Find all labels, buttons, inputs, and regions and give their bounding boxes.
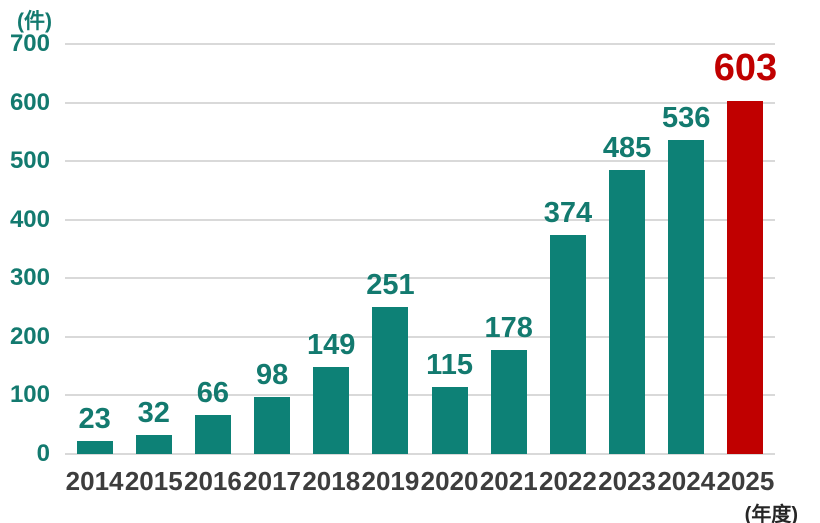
bar-2018 bbox=[313, 366, 350, 454]
bar-2023 bbox=[609, 169, 646, 454]
bar-value-label: 23 bbox=[78, 402, 111, 435]
x-axis-tick-label: 2022 bbox=[538, 466, 597, 496]
y-axis-tick-label: 500 bbox=[9, 147, 50, 175]
y-axis-tick-label: 700 bbox=[9, 30, 50, 57]
bar-2022 bbox=[549, 234, 586, 454]
x-axis-tick-label: 2017 bbox=[243, 466, 301, 496]
gridline bbox=[65, 101, 775, 104]
y-axis-tick-label: 200 bbox=[9, 322, 50, 350]
bar-value-label: 536 bbox=[662, 102, 711, 135]
bar-value-label: 32 bbox=[137, 397, 170, 430]
bar-2021 bbox=[490, 349, 527, 454]
bar-2015 bbox=[135, 435, 172, 454]
y-axis-tick-label: 0 bbox=[36, 440, 50, 467]
gridline bbox=[65, 43, 775, 45]
x-axis-tick-label: 2015 bbox=[124, 466, 183, 496]
x-axis-tick-label: 2021 bbox=[479, 466, 538, 496]
x-axis-tick-label: 2019 bbox=[361, 466, 420, 496]
bar-value-label: 66 bbox=[196, 377, 230, 410]
x-axis-tick-label: 2018 bbox=[302, 466, 361, 496]
bar-2019 bbox=[372, 306, 409, 454]
bar-2024 bbox=[668, 140, 705, 454]
gridline bbox=[65, 335, 775, 338]
x-axis-tick-label: 2020 bbox=[420, 466, 479, 496]
bar-value-label: 98 bbox=[255, 358, 289, 391]
bar-2014 bbox=[76, 440, 113, 454]
x-axis-unit-label: (年度) bbox=[744, 504, 798, 523]
gridline bbox=[65, 394, 775, 397]
bar-value-label: 115 bbox=[426, 348, 473, 381]
y-axis-tick-label: 400 bbox=[9, 205, 50, 233]
y-axis-unit-label: (件) bbox=[17, 10, 52, 33]
bar-value-label: 374 bbox=[543, 196, 593, 229]
y-axis-tick-label: 100 bbox=[9, 381, 50, 409]
gridline bbox=[65, 277, 775, 280]
y-axis-tick-label: 600 bbox=[9, 88, 50, 116]
x-axis-tick-label: 2025 bbox=[716, 466, 775, 496]
bar-2020 bbox=[431, 386, 468, 454]
bar-2017 bbox=[254, 396, 291, 454]
gridline bbox=[65, 453, 775, 455]
x-axis-tick-label: 2014 bbox=[65, 466, 124, 496]
gridline bbox=[65, 218, 775, 221]
bar-value-label: 485 bbox=[602, 131, 652, 164]
x-axis-tick-label: 2016 bbox=[183, 466, 242, 496]
gridline bbox=[65, 160, 775, 163]
bar-2016 bbox=[194, 415, 231, 454]
bar-value-label: 251 bbox=[366, 269, 415, 301]
bar-2025 bbox=[727, 100, 764, 454]
y-axis-tick-label: 300 bbox=[9, 264, 50, 292]
bar-value-label: 603 bbox=[713, 46, 778, 89]
bar-value-label: 149 bbox=[307, 328, 356, 361]
x-axis-tick-label: 2024 bbox=[657, 466, 716, 496]
bar-value-label: 178 bbox=[484, 311, 533, 344]
x-axis-tick-label: 2023 bbox=[598, 466, 656, 496]
